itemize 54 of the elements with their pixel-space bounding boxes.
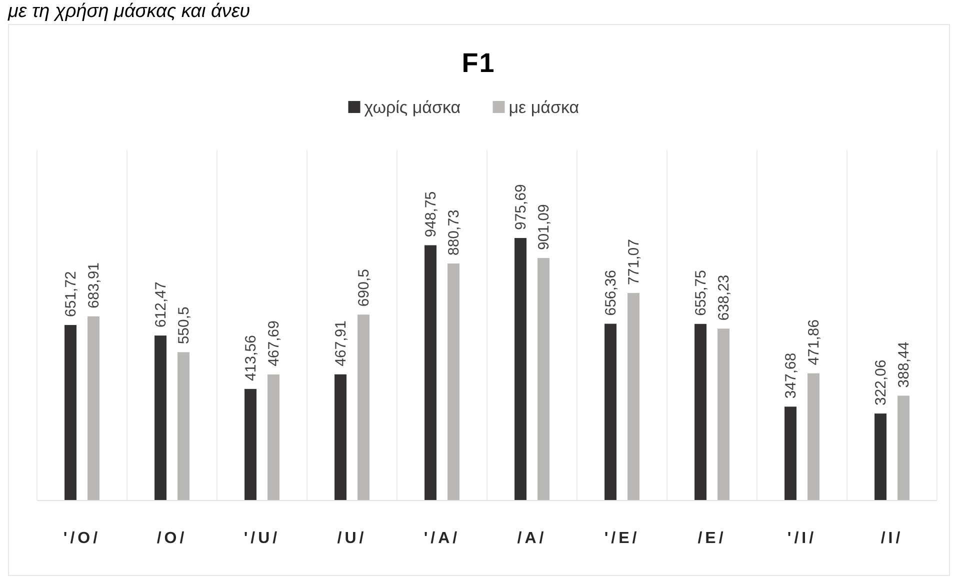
data-label: 471,86: [806, 319, 822, 366]
data-label: 880,73: [446, 210, 462, 256]
data-label: 347,68: [782, 352, 800, 399]
bar: [334, 374, 346, 500]
data-label: 322,06: [872, 360, 890, 406]
data-label: 651,72: [62, 271, 80, 317]
data-label: 948,75: [422, 191, 440, 238]
x-tick-label: /O/: [156, 530, 188, 547]
x-tick-label: /E/: [698, 530, 726, 547]
data-label: 388,44: [896, 342, 912, 388]
data-label: 690,5: [356, 269, 372, 307]
bar: [358, 314, 370, 500]
data-label: 413,56: [242, 335, 260, 381]
data-label: 467,69: [266, 320, 282, 366]
data-label: 975,69: [512, 184, 530, 230]
bar: [178, 352, 190, 500]
x-tick-label: '/A/: [424, 530, 460, 547]
bar: [424, 245, 436, 500]
bar: [154, 336, 166, 500]
bar: [604, 324, 616, 500]
legend-label: χωρίς μάσκα: [364, 98, 461, 117]
bar: [514, 238, 526, 500]
data-label: 638,23: [716, 274, 732, 321]
legend-label: με μάσκα: [508, 98, 580, 117]
bar: [64, 324, 76, 500]
x-tick-label: /U/: [337, 530, 367, 547]
chart-title: F1: [462, 48, 496, 78]
bar: [784, 406, 796, 500]
bar: [874, 414, 886, 500]
x-tick-label: /I/: [880, 530, 904, 547]
x-tick-label: /A/: [517, 530, 547, 547]
data-label: 655,75: [692, 270, 710, 316]
bar: [538, 258, 550, 500]
data-label: 467,91: [332, 320, 350, 366]
data-label: 901,09: [536, 204, 552, 250]
text: με τη χρήση μάσκας και άνευ: [7, 1, 250, 22]
bar: [448, 264, 460, 500]
bar: [898, 396, 910, 500]
bar: [628, 292, 640, 500]
data-label: 771,07: [626, 239, 642, 285]
bar: [694, 324, 706, 500]
data-label: 550,5: [176, 306, 192, 344]
data-label: 612,47: [152, 282, 170, 328]
bar: [244, 388, 256, 500]
x-tick-label: '/I/: [787, 530, 817, 547]
x-tick-label: '/U/: [244, 530, 280, 547]
bar: [718, 328, 730, 500]
x-tick-label: '/E/: [604, 530, 640, 547]
data-label: 683,91: [86, 262, 102, 308]
bar: [88, 316, 100, 500]
bar: [808, 373, 820, 500]
data-label: 656,36: [602, 270, 620, 316]
x-tick-label: '/O/: [63, 530, 101, 547]
bar: [268, 374, 280, 500]
